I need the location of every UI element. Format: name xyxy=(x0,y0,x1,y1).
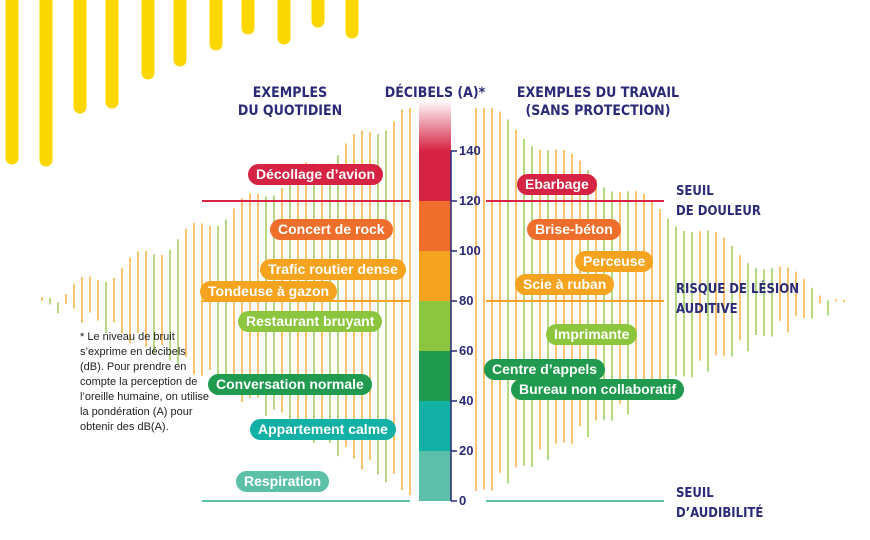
daily-example-tag: Restaurant bruyant xyxy=(238,311,383,332)
decibel-scale-bar xyxy=(419,100,451,501)
daily-example-tag: Concert de rock xyxy=(270,218,393,240)
work-example-tag: Brise-béton xyxy=(527,218,621,240)
work-example-tag: Scie à ruban xyxy=(515,273,615,295)
work-example-tag: Perceuse xyxy=(575,251,654,272)
work-example-tag: Centre d’appels xyxy=(484,358,606,380)
daily-example-tag: Conversation normale xyxy=(208,373,372,395)
threshold-pain-line1: SEUIL xyxy=(676,184,714,199)
threshold-audibility-line2: D’AUDIBILITÉ xyxy=(676,506,764,521)
right-header: EXEMPLES DU TRAVAIL (SANS PROTECTION) xyxy=(510,84,686,120)
decibel-ticks xyxy=(450,150,457,502)
threshold-risk-line2: AUDITIVE xyxy=(676,302,738,317)
tick-label: 40 xyxy=(459,393,474,408)
threshold-pain: SEUIL DE DOULEUR xyxy=(676,182,761,222)
threshold-audibility: SEUIL D’AUDIBILITÉ xyxy=(676,484,763,524)
tick-label: 120 xyxy=(459,193,481,208)
tick-label: 0 xyxy=(459,493,467,508)
threshold-audibility-line1: SEUIL xyxy=(676,486,714,501)
scale-band xyxy=(419,451,451,501)
daily-example-tag: Tondeuse à gazon xyxy=(200,281,338,302)
tick-label: 80 xyxy=(459,293,474,308)
daily-example-tag: Appartement calme xyxy=(250,418,396,440)
tick-label: 100 xyxy=(459,243,481,258)
tick-label: 20 xyxy=(459,443,474,458)
center-header: DÉCIBELS (A)* xyxy=(384,85,486,101)
daily-example-tag: Décollage d’avion xyxy=(248,163,384,185)
scale-bar-fade xyxy=(419,100,451,151)
scale-band xyxy=(419,301,451,351)
daily-example-tag: Respiration xyxy=(236,471,330,492)
scale-band xyxy=(419,351,451,401)
left-header: EXEMPLES DU QUOTIDIEN xyxy=(220,84,360,120)
left-header-line1: EXEMPLES xyxy=(252,85,328,101)
right-header-line2: (SANS PROTECTION) xyxy=(525,103,671,119)
work-example-tag: Bureau non collaboratif xyxy=(511,378,685,400)
threshold-risk: RISQUE DE LÉSION AUDITIVE xyxy=(676,280,799,320)
left-header-line2: DU QUOTIDIEN xyxy=(237,103,343,119)
scale-band xyxy=(419,251,451,301)
work-example-tag: Imprimante xyxy=(546,323,638,345)
daily-example-tag: Trafic routier dense xyxy=(260,258,406,280)
threshold-risk-line1: RISQUE DE LÉSION xyxy=(676,282,799,297)
tick-label: 140 xyxy=(459,143,481,158)
tick-label: 60 xyxy=(459,343,474,358)
work-example-tag: Ebarbage xyxy=(517,173,597,195)
threshold-pain-line2: DE DOULEUR xyxy=(676,204,761,219)
scale-band xyxy=(419,151,451,201)
scale-band xyxy=(419,201,451,251)
scale-band xyxy=(419,401,451,451)
yellow-stripes-decoration xyxy=(5,0,359,167)
footnote: * Le niveau de bruit s’exprime en décibe… xyxy=(80,331,210,433)
right-header-line1: EXEMPLES DU TRAVAIL xyxy=(516,85,680,101)
